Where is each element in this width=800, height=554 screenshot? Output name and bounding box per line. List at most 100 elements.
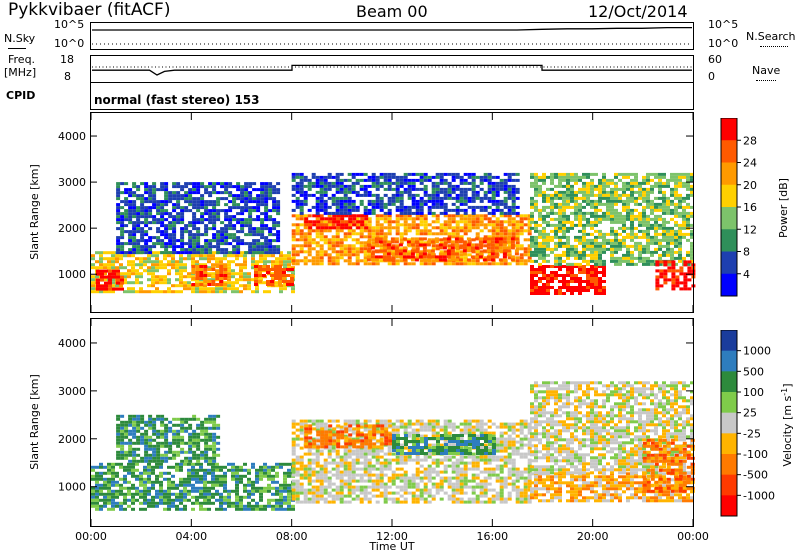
heatmap-cell — [478, 246, 483, 250]
heatmap-cell — [364, 214, 369, 218]
heatmap-cell — [423, 178, 428, 182]
heatmap-cell — [686, 187, 690, 191]
heatmap-cell — [582, 205, 586, 209]
heatmap-cell — [156, 221, 161, 225]
heatmap-cell — [268, 215, 273, 219]
heatmap-cell — [251, 504, 255, 508]
heatmap-cell — [255, 468, 259, 472]
heatmap-cell — [264, 188, 269, 192]
heatmap-cell — [155, 287, 159, 291]
heatmap-cell — [594, 238, 598, 242]
heatmap-cell — [459, 208, 464, 212]
heatmap-cell — [383, 193, 388, 197]
heatmap-cell — [291, 178, 296, 182]
heatmap-cell — [411, 184, 416, 188]
heatmap-cell — [570, 262, 574, 266]
heatmap-cell — [271, 492, 275, 496]
heatmap-cell — [602, 241, 606, 245]
heatmap-cell — [152, 245, 157, 249]
heatmap-cell — [307, 238, 312, 242]
heatmap-cell — [375, 199, 380, 203]
heatmap-cell — [439, 232, 444, 236]
heatmap-cell — [120, 200, 125, 204]
heatmap-cell — [463, 178, 468, 182]
heatmap-cell — [431, 214, 436, 218]
heatmap-cell — [256, 194, 261, 198]
heatmap-cell — [187, 275, 191, 279]
heatmap-cell — [654, 181, 658, 185]
heatmap-cell — [411, 223, 416, 227]
heatmap-cell — [642, 187, 646, 191]
heatmap-cell — [160, 414, 165, 418]
heatmap-cell — [120, 230, 125, 234]
heatmap-cell — [503, 199, 508, 203]
heatmap-cell — [407, 223, 412, 227]
heatmap-cell — [642, 217, 646, 221]
heatmap-cell — [586, 187, 590, 191]
heatmap-cell — [251, 290, 255, 294]
heatmap-cell — [252, 209, 257, 213]
heatmap-cell — [199, 492, 203, 496]
heatmap-cell — [188, 236, 193, 240]
heatmap-cell — [272, 191, 277, 195]
heatmap-cell — [674, 196, 678, 200]
heatmap-cell — [610, 244, 614, 248]
heatmap-cell — [403, 220, 408, 224]
heatmap-cell — [435, 244, 440, 248]
heatmap-cell — [220, 185, 225, 189]
heatmap-cell — [638, 223, 642, 227]
heatmap-cell — [618, 193, 622, 197]
heatmap-cell — [132, 417, 137, 421]
heatmap-cell — [99, 486, 103, 490]
heatmap-cell — [594, 211, 598, 215]
heatmap-cell — [558, 280, 562, 283]
heatmap-cell — [438, 258, 443, 262]
heatmap-cell — [320, 223, 325, 227]
heatmap-cell — [164, 423, 169, 427]
heatmap-cell — [184, 417, 189, 421]
heatmap-cell — [626, 208, 630, 212]
heatmap-cell — [160, 251, 165, 255]
heatmap-cell — [523, 262, 528, 266]
heatmap-cell — [367, 229, 372, 233]
heatmap-cell — [431, 196, 436, 200]
heatmap-cell — [458, 246, 463, 250]
heatmap-cell — [530, 199, 534, 203]
heatmap-cell — [419, 262, 424, 266]
heatmap-cell — [447, 172, 452, 176]
heatmap-cell — [207, 462, 211, 466]
heatmap-cell — [427, 211, 432, 215]
heatmap-cell — [132, 242, 137, 246]
heatmap-cell — [295, 217, 300, 221]
heatmap-cell — [682, 181, 686, 185]
heatmap-cell — [439, 187, 444, 191]
heatmap-cell — [546, 286, 550, 289]
heatmap-cell — [491, 214, 496, 218]
heatmap-cell — [271, 480, 275, 484]
heatmap-cell — [410, 252, 415, 256]
heatmap-cell — [148, 212, 153, 216]
heatmap-cell — [435, 220, 440, 224]
heatmap-cell — [227, 254, 231, 258]
heatmap-cell — [258, 271, 262, 274]
heatmap-cell — [264, 194, 269, 198]
heatmap-cell — [459, 256, 464, 260]
heatmap-cell — [188, 194, 193, 198]
heatmap-cell — [439, 238, 444, 242]
heatmap-cell — [128, 191, 133, 195]
heatmap-cell — [212, 426, 217, 430]
heatmap-cell — [136, 414, 141, 418]
heatmap-cell — [204, 230, 209, 234]
heatmap-cell — [127, 260, 131, 264]
heatmap-cell — [455, 250, 460, 254]
heatmap-cell — [682, 220, 686, 224]
nave-label: Nave — [752, 64, 781, 77]
heatmap-cell — [263, 257, 267, 261]
heatmap-cell — [235, 254, 239, 258]
heatmap-cell — [574, 250, 578, 254]
heatmap-cell — [95, 486, 99, 490]
heatmap-cell — [638, 220, 642, 224]
heatmap-cell — [207, 278, 211, 282]
heatmap-cell — [558, 253, 562, 257]
